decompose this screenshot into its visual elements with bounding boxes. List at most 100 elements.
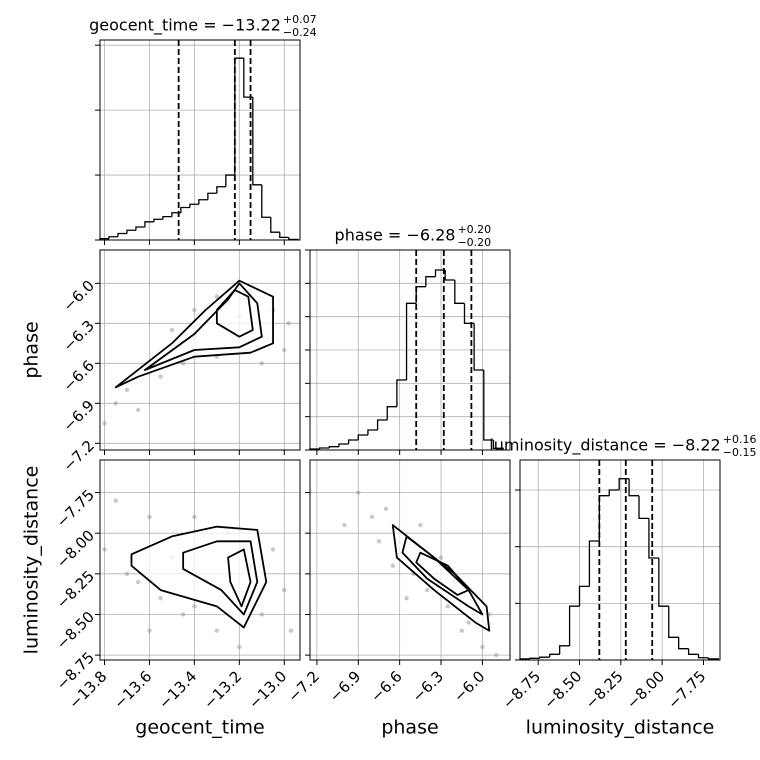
histogram-step: [598, 495, 610, 542]
histogram-step: [162, 215, 172, 220]
x-tick-label: −6.0: [450, 667, 488, 705]
y-tick-label: −8.50: [53, 608, 98, 653]
sample-point: [466, 620, 471, 625]
sample-point: [342, 522, 347, 528]
histogram-step: [608, 489, 620, 496]
sample-point: [259, 612, 264, 617]
sample-point: [158, 374, 163, 379]
y-tick-label: −6.3: [60, 317, 98, 355]
histogram-step: [126, 229, 136, 234]
panel-frame: [309, 459, 511, 661]
histogram-step: [225, 174, 235, 187]
sample-point: [102, 421, 107, 426]
sample-point: [169, 327, 175, 333]
histogram-step: [328, 446, 339, 448]
histogram-step: [135, 226, 145, 231]
histogram-step: [180, 206, 190, 213]
sample-point: [113, 401, 118, 406]
y-tick-label: −7.2: [60, 437, 98, 475]
x-tick-label: −13.4: [155, 667, 200, 712]
sample-point: [282, 587, 287, 593]
histogram-step: [658, 558, 669, 607]
sample-point: [237, 644, 242, 650]
histogram-step: [539, 656, 550, 659]
histogram-step: [425, 276, 436, 287]
panel-title: luminosity_distance = −8.22: [489, 436, 720, 456]
y-axis-label: luminosity_distance: [21, 466, 43, 655]
contour: [415, 551, 470, 596]
x-axis-label: geocent_time: [135, 717, 264, 739]
x-tick-label: −8.25: [582, 667, 627, 712]
sample-point: [136, 407, 141, 413]
title-upper-error: +0.20: [457, 223, 491, 236]
title-lower-error: −0.15: [723, 446, 757, 459]
histogram-step: [216, 186, 226, 194]
sample-point: [404, 596, 409, 601]
histogram-step: [396, 379, 407, 407]
panel-frame: [99, 249, 301, 451]
histogram-step: [108, 236, 118, 239]
histogram-step: [454, 280, 465, 304]
sample-point: [102, 547, 107, 552]
histogram-step: [198, 199, 208, 205]
histogram-step: [648, 518, 659, 559]
histogram-step: [415, 286, 426, 304]
sample-point: [136, 579, 141, 585]
x-tick-label: −13.0: [245, 667, 290, 712]
histogram-step: [463, 303, 475, 324]
y-tick-label: −6.6: [60, 357, 98, 395]
sample-point: [418, 522, 423, 528]
histogram-step: [189, 203, 199, 208]
histogram-step: [252, 97, 262, 186]
panel-frame: [99, 459, 301, 661]
histogram-step: [529, 657, 540, 659]
sample-point: [192, 307, 197, 313]
x-axis-label: phase: [381, 717, 438, 739]
sample-point: [270, 547, 276, 552]
histogram-step: [270, 217, 280, 233]
histogram-step: [588, 540, 600, 587]
histogram-step: [338, 443, 349, 447]
sample-point: [180, 612, 186, 617]
contour: [227, 548, 252, 608]
contour: [401, 535, 484, 616]
histogram-step: [678, 637, 689, 650]
histogram-step: [549, 653, 560, 658]
sample-point: [494, 652, 499, 658]
y-tick-label: −6.0: [60, 277, 98, 315]
sample-point: [147, 514, 152, 520]
panel-frame: [309, 249, 511, 451]
histogram-step: [386, 406, 397, 420]
y-tick-label: −8.25: [53, 567, 98, 612]
contour: [215, 289, 254, 338]
x-tick-label: −13.6: [110, 667, 155, 712]
contour: [182, 540, 259, 616]
sample-point: [192, 604, 197, 609]
histogram-step: [628, 478, 640, 497]
histogram-step: [319, 447, 330, 449]
histogram-step: [117, 232, 127, 237]
y-tick-label: −8.00: [53, 526, 98, 571]
panel-title: phase = −6.28: [335, 226, 456, 245]
sample-point: [192, 514, 197, 520]
sample-point: [425, 587, 430, 593]
x-tick-label: −8.00: [623, 667, 668, 712]
sample-point: [113, 498, 118, 503]
sample-point: [282, 347, 287, 353]
x-tick-label: −7.75: [664, 667, 709, 712]
sample-point: [376, 539, 382, 544]
title-lower-error: −0.20: [457, 236, 491, 249]
histogram-step: [357, 434, 368, 440]
panel-title: geocent_time = −13.22: [89, 16, 281, 36]
title-upper-error: +0.07: [283, 13, 317, 26]
sample-point: [180, 361, 186, 366]
sample-point: [288, 628, 294, 633]
histogram-step: [405, 302, 417, 380]
histogram-step: [347, 439, 359, 444]
title-upper-error: +0.16: [723, 433, 757, 446]
sample-point: [445, 604, 451, 609]
x-tick-label: −8.50: [540, 667, 585, 712]
y-axis-label: phase: [21, 321, 43, 378]
histogram-step: [568, 605, 580, 646]
